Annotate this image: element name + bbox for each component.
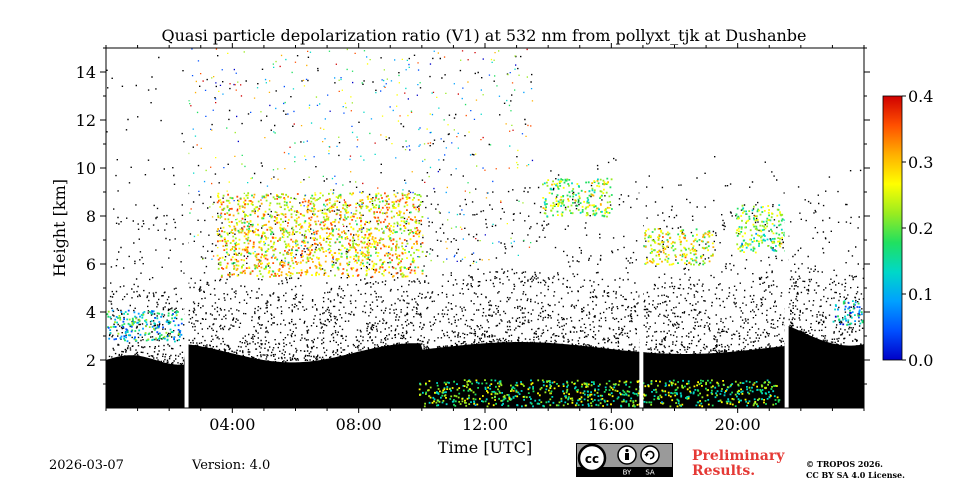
- x-tick-label: 04:00: [209, 415, 255, 434]
- colorbar-tick-label: 0.0: [908, 351, 933, 370]
- preliminary-line-2: Results.: [692, 463, 756, 479]
- colorbar-tick-label: 0.1: [908, 285, 933, 304]
- cc-icon: cc: [577, 443, 607, 473]
- feature-6: [542, 177, 613, 218]
- y-tick-label: 6: [86, 255, 96, 274]
- x-axis: 04:00 08:00 12:00 16:00 20:00: [105, 43, 865, 434]
- copyright-line-1: © TROPOS 2026.: [806, 459, 883, 469]
- feature-3: [216, 192, 424, 278]
- y-tick-label: 2: [86, 351, 96, 370]
- boundary-layer-mass: [106, 324, 864, 408]
- feature-pixels: [542, 179, 611, 217]
- colorbar-gradient: [882, 95, 903, 361]
- plot-area: [106, 48, 864, 408]
- feature-pixels: [735, 204, 784, 253]
- colored-speckle: [185, 48, 534, 266]
- depol-features: [106, 177, 864, 408]
- footer-version: Version: 4.0: [192, 458, 271, 473]
- colorbar-tick-label: 0.4: [908, 87, 933, 106]
- feature-pixels: [106, 309, 183, 342]
- colored-speckle-dots: [185, 50, 533, 262]
- sa-sharealike-icon: [640, 445, 660, 465]
- preliminary-notice: Preliminary Results.: [692, 449, 784, 479]
- colored-speckle-dots: [191, 48, 524, 260]
- feature-2: [418, 379, 781, 408]
- copyright-notice: © TROPOS 2026. CC BY SA 4.0 License.: [806, 459, 905, 481]
- feature-pixels: [644, 228, 715, 264]
- data-gaps: [184, 48, 789, 408]
- colored-speckle-dots: [194, 52, 534, 264]
- copyright-line-2: CC BY SA 4.0 License.: [806, 470, 905, 480]
- x-tick-label: 16:00: [588, 415, 634, 434]
- feature-pixels: [645, 228, 714, 266]
- x-tick-label: 20:00: [715, 415, 761, 434]
- data-gap: [784, 48, 789, 408]
- feature-7: [832, 300, 864, 326]
- x-tick-label: 08:00: [336, 415, 382, 434]
- cc-license-badge[interactable]: cc BY SA: [576, 443, 673, 477]
- by-label: BY: [623, 469, 632, 477]
- y-tick-label: 4: [86, 303, 96, 322]
- preliminary-line-1: Preliminary: [692, 448, 785, 464]
- feature-pixels: [217, 192, 424, 278]
- sa-label: SA: [645, 469, 655, 477]
- footer-date: 2026-03-07: [49, 458, 124, 473]
- feature-pixels: [217, 192, 424, 278]
- noise-speckle: [106, 53, 864, 367]
- x-axis-label: Time [UTC]: [438, 438, 532, 457]
- by-attribution-icon: [617, 445, 637, 465]
- noise-speckle-dots: [106, 53, 864, 367]
- y-tick-label: 12: [76, 111, 96, 130]
- y-axis-label: Height [km]: [50, 179, 69, 277]
- data-gap: [184, 48, 189, 408]
- feature-pixels: [109, 311, 180, 343]
- cc-text: cc: [585, 452, 599, 466]
- feature-1: [106, 309, 183, 343]
- feature-pixels: [832, 300, 864, 325]
- boundary-layer-field: [106, 324, 864, 408]
- feature-pixels: [545, 177, 613, 218]
- colorbar: 0.0 0.1 0.2 0.3 0.4: [882, 87, 933, 370]
- data-gap: [639, 48, 644, 408]
- y-axis: 2 4 6 8 10 12 14: [76, 47, 870, 385]
- y-tick-label: 8: [86, 207, 96, 226]
- colorbar-tick-label: 0.2: [908, 219, 933, 238]
- colored-speckle-dots: [193, 51, 530, 266]
- x-tick-label: 12:00: [462, 415, 508, 434]
- feature-pixels: [735, 207, 786, 252]
- feature-pixels: [738, 204, 786, 252]
- y-tick-label: 10: [76, 159, 96, 178]
- chart-title: Quasi particle depolarization ratio (V1)…: [161, 26, 806, 45]
- feature-5: [735, 204, 787, 254]
- y-tick-label: 14: [76, 63, 96, 82]
- colorbar-tick-label: 0.3: [908, 153, 933, 172]
- feature-pixels: [419, 379, 777, 408]
- feature-4: [643, 228, 715, 266]
- feature-pixels: [418, 379, 779, 408]
